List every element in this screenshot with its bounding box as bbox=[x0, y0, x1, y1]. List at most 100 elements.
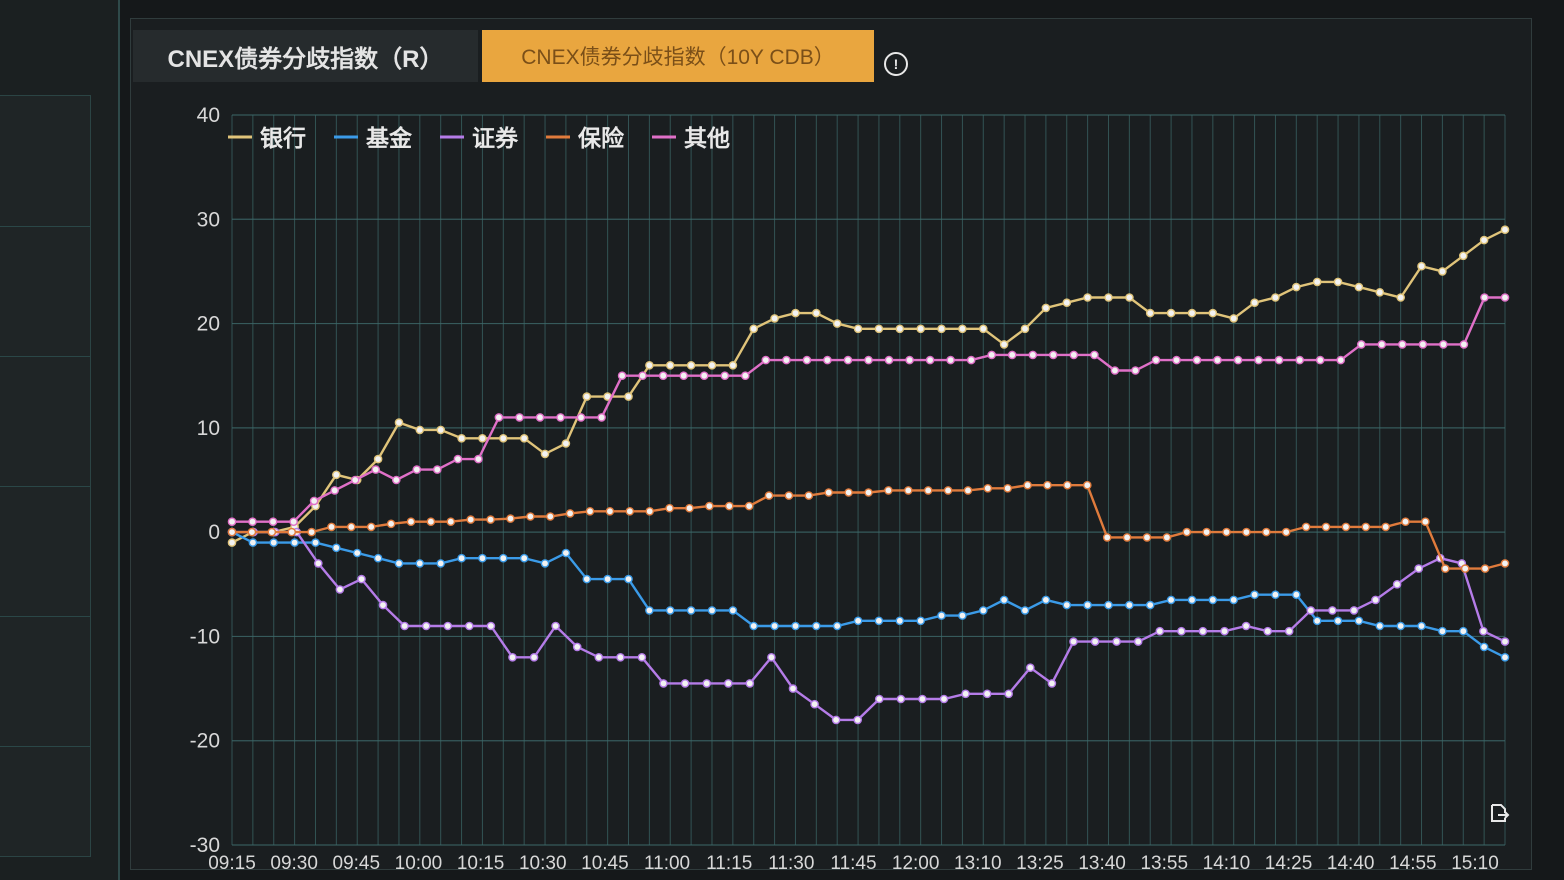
data-point bbox=[1208, 308, 1218, 318]
data-point bbox=[331, 470, 341, 480]
data-point bbox=[1500, 653, 1510, 662]
left-gridline bbox=[0, 486, 90, 487]
data-point bbox=[1166, 595, 1176, 605]
data-point bbox=[958, 324, 967, 334]
y-tick-label: -10 bbox=[190, 625, 220, 648]
data-point bbox=[561, 548, 571, 558]
data-point bbox=[1301, 522, 1311, 532]
data-point bbox=[1500, 559, 1510, 568]
data-point bbox=[1441, 564, 1450, 573]
data-point bbox=[1336, 355, 1345, 365]
data-point bbox=[937, 611, 946, 620]
data-point bbox=[1479, 626, 1488, 636]
data-point bbox=[313, 559, 323, 568]
data-point bbox=[904, 486, 913, 495]
legend-label: 其他 bbox=[684, 126, 730, 152]
data-point bbox=[1182, 527, 1192, 537]
data-point bbox=[1381, 522, 1390, 532]
data-point bbox=[966, 355, 976, 365]
x-tick-label: 14:40 bbox=[1327, 853, 1375, 874]
data-point bbox=[1220, 626, 1229, 636]
data-point bbox=[831, 715, 841, 725]
data-point bbox=[853, 616, 863, 626]
data-point bbox=[1292, 282, 1301, 292]
data-point bbox=[1306, 606, 1316, 615]
data-point bbox=[1020, 606, 1030, 615]
x-tick-label: 10:30 bbox=[519, 853, 567, 874]
export-icon[interactable] bbox=[1488, 802, 1510, 824]
data-point bbox=[741, 371, 750, 381]
info-circle-icon[interactable]: ! bbox=[884, 52, 908, 76]
data-point bbox=[1004, 689, 1014, 699]
data-point bbox=[378, 600, 388, 610]
data-point bbox=[366, 522, 376, 532]
data-point bbox=[983, 483, 993, 493]
data-point bbox=[1459, 626, 1468, 636]
data-point bbox=[937, 324, 946, 334]
data-point bbox=[1172, 355, 1181, 365]
data-point bbox=[412, 465, 422, 474]
data-point bbox=[268, 517, 278, 527]
data-point bbox=[832, 319, 842, 328]
data-point bbox=[749, 621, 759, 631]
x-tick-label: 14:10 bbox=[1203, 853, 1251, 874]
data-point bbox=[391, 475, 401, 485]
data-point bbox=[1438, 626, 1447, 636]
tab-cnex-index-10y-cdb[interactable]: CNEX债券分歧指数（10Y CDB） bbox=[482, 30, 874, 82]
x-tick-label: 10:45 bbox=[581, 853, 629, 874]
data-point bbox=[637, 653, 647, 662]
data-point bbox=[895, 616, 905, 626]
data-point bbox=[1142, 533, 1152, 542]
x-tick-label: 10:15 bbox=[457, 853, 505, 874]
data-point bbox=[1112, 637, 1121, 646]
data-point bbox=[373, 553, 383, 563]
data-point bbox=[1315, 355, 1325, 365]
y-tick-label: 0 bbox=[208, 521, 220, 544]
data-point bbox=[875, 694, 884, 704]
series-line bbox=[232, 296, 1505, 523]
data-point bbox=[665, 606, 675, 615]
data-point bbox=[1281, 527, 1291, 537]
data-point bbox=[724, 679, 733, 688]
data-point bbox=[824, 488, 834, 497]
data-point bbox=[1417, 621, 1426, 631]
data-point bbox=[761, 355, 771, 365]
data-point bbox=[1479, 642, 1489, 652]
data-point bbox=[749, 324, 759, 334]
data-point bbox=[1023, 480, 1032, 490]
data-point bbox=[1333, 277, 1343, 287]
data-point bbox=[659, 679, 668, 688]
data-point bbox=[1274, 355, 1284, 365]
data-point bbox=[1292, 590, 1301, 600]
tab-bar: CNEX债券分歧指数（R） CNEX债券分歧指数（10Y CDB） bbox=[133, 30, 874, 82]
data-point bbox=[1377, 340, 1387, 349]
x-tick-label: 12:00 bbox=[892, 853, 940, 874]
data-point bbox=[1151, 355, 1161, 365]
data-point bbox=[227, 538, 237, 547]
data-point bbox=[946, 355, 955, 365]
tab-cnex-index-r[interactable]: CNEX债券分歧指数（R） bbox=[133, 30, 478, 82]
data-point bbox=[486, 621, 496, 631]
data-point bbox=[1145, 308, 1155, 318]
data-point bbox=[546, 512, 555, 521]
data-point bbox=[227, 517, 237, 527]
data-point bbox=[394, 418, 404, 427]
x-tick-label: 13:10 bbox=[954, 853, 1002, 874]
data-point bbox=[1398, 340, 1407, 349]
data-point bbox=[1500, 637, 1510, 646]
data-point bbox=[1500, 293, 1510, 302]
data-point bbox=[540, 559, 550, 568]
data-point bbox=[638, 371, 647, 381]
data-point bbox=[905, 355, 914, 365]
data-point bbox=[1162, 533, 1172, 542]
data-point bbox=[551, 621, 560, 631]
data-point bbox=[464, 621, 474, 631]
data-point bbox=[1125, 600, 1134, 610]
data-point bbox=[832, 621, 842, 631]
data-point bbox=[494, 413, 504, 422]
data-point bbox=[1062, 298, 1072, 308]
y-tick-label: -20 bbox=[190, 730, 220, 753]
data-point bbox=[802, 355, 812, 365]
data-point bbox=[1062, 600, 1072, 610]
data-point bbox=[686, 606, 696, 615]
